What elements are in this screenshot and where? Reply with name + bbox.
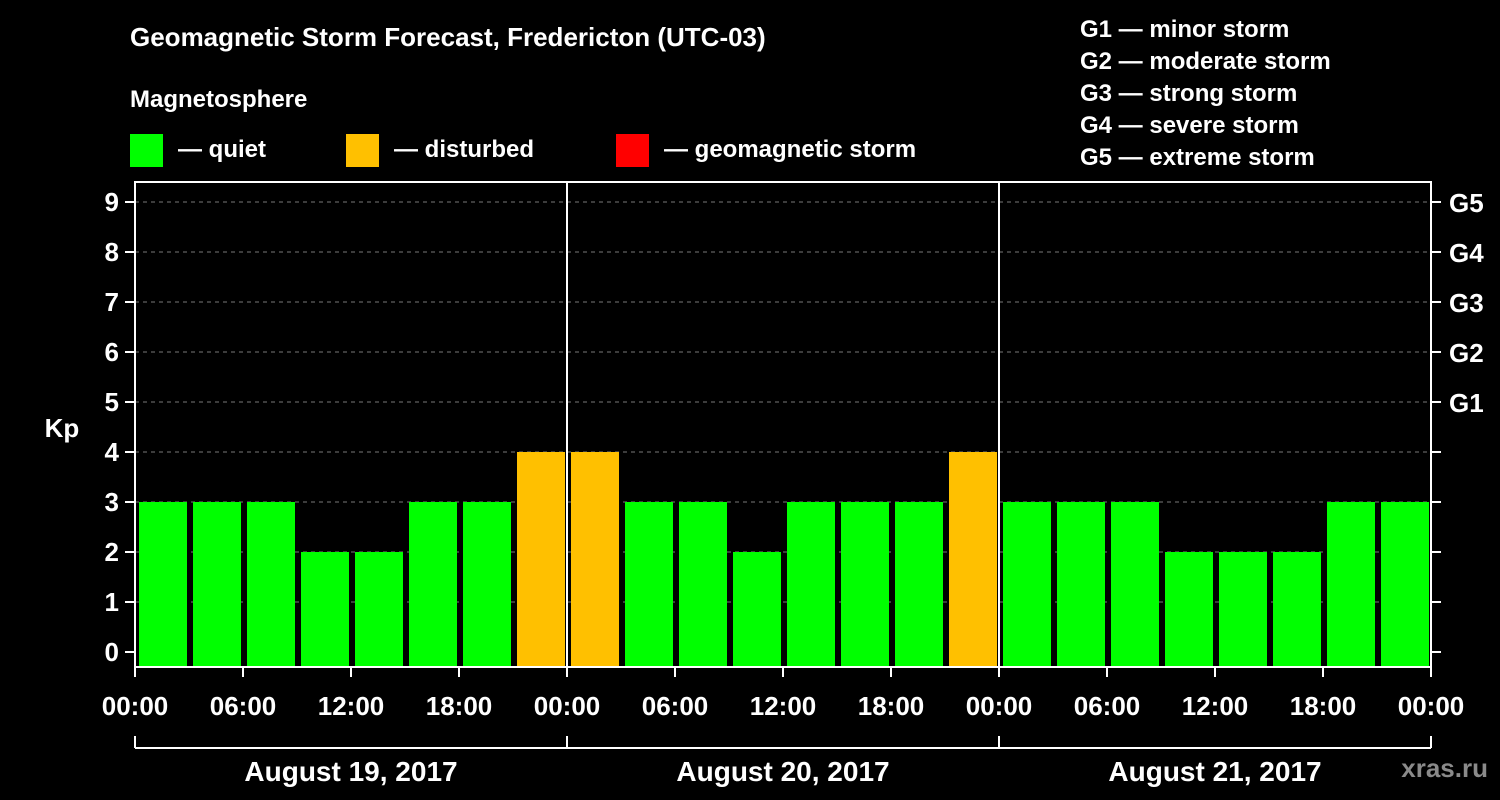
ytick-label-0: 0 bbox=[105, 637, 119, 667]
right-tick-label-g2: G2 bbox=[1449, 338, 1484, 368]
day-label-0: August 19, 2017 bbox=[244, 756, 457, 787]
right-tick-label-g1: G1 bbox=[1449, 388, 1484, 418]
bar-2 bbox=[247, 502, 295, 667]
xtick-label-10: 12:00 bbox=[1182, 691, 1249, 721]
xtick-label-7: 18:00 bbox=[858, 691, 925, 721]
bar-8 bbox=[571, 452, 619, 667]
bar-9 bbox=[625, 502, 673, 667]
legend-disturbed-label: — disturbed bbox=[394, 136, 535, 163]
ytick-label-5: 5 bbox=[105, 387, 119, 417]
bar-14 bbox=[895, 502, 943, 667]
ytick-label-3: 3 bbox=[105, 487, 119, 517]
bar-19 bbox=[1165, 552, 1213, 667]
day-label-1: August 20, 2017 bbox=[676, 756, 889, 787]
legend-disturbed-swatch bbox=[346, 134, 379, 167]
bar-21 bbox=[1273, 552, 1321, 667]
y-axis-label: Kp bbox=[45, 413, 80, 443]
bar-15 bbox=[949, 452, 997, 667]
bar-23 bbox=[1381, 502, 1429, 667]
chart-title: Geomagnetic Storm Forecast, Fredericton … bbox=[130, 22, 766, 52]
ytick-label-2: 2 bbox=[105, 537, 119, 567]
legend-quiet-label: — quiet bbox=[178, 136, 266, 163]
xtick-label-3: 18:00 bbox=[426, 691, 493, 721]
right-tick-label-g3: G3 bbox=[1449, 288, 1484, 318]
ytick-label-8: 8 bbox=[105, 237, 119, 267]
bar-11 bbox=[733, 552, 781, 667]
xtick-label-0: 00:00 bbox=[102, 691, 169, 721]
bar-4 bbox=[355, 552, 403, 667]
bar-3 bbox=[301, 552, 349, 667]
g5-legend: G5 — extreme storm bbox=[1080, 144, 1315, 171]
bar-16 bbox=[1003, 502, 1051, 667]
xtick-label-5: 06:00 bbox=[642, 691, 709, 721]
right-tick-label-g5: G5 bbox=[1449, 188, 1484, 218]
ytick-label-4: 4 bbox=[105, 437, 120, 467]
g3-legend: G3 — strong storm bbox=[1080, 80, 1298, 107]
xtick-label-11: 18:00 bbox=[1290, 691, 1357, 721]
legend-storm-label: — geomagnetic storm bbox=[664, 136, 917, 163]
bar-6 bbox=[463, 502, 511, 667]
ytick-label-9: 9 bbox=[105, 187, 119, 217]
bar-13 bbox=[841, 502, 889, 667]
bar-17 bbox=[1057, 502, 1105, 667]
xtick-label-2: 12:00 bbox=[318, 691, 385, 721]
legend-quiet-swatch bbox=[130, 134, 163, 167]
g4-legend: G4 — severe storm bbox=[1080, 112, 1299, 139]
bar-5 bbox=[409, 502, 457, 667]
xtick-label-9: 06:00 bbox=[1074, 691, 1141, 721]
g2-legend: G2 — moderate storm bbox=[1080, 48, 1331, 75]
ytick-label-6: 6 bbox=[105, 337, 119, 367]
xtick-label-4: 00:00 bbox=[534, 691, 601, 721]
bar-22 bbox=[1327, 502, 1375, 667]
bar-10 bbox=[679, 502, 727, 667]
bar-18 bbox=[1111, 502, 1159, 667]
right-tick-label-g4: G4 bbox=[1449, 238, 1484, 268]
xtick-label-6: 12:00 bbox=[750, 691, 817, 721]
bar-12 bbox=[787, 502, 835, 667]
ytick-label-7: 7 bbox=[105, 287, 119, 317]
ytick-label-1: 1 bbox=[105, 587, 119, 617]
bar-20 bbox=[1219, 552, 1267, 667]
legend-storm-swatch bbox=[616, 134, 649, 167]
watermark: xras.ru bbox=[1401, 753, 1488, 783]
xtick-label-12: 00:00 bbox=[1398, 691, 1465, 721]
magnetosphere-label: Magnetosphere bbox=[130, 86, 308, 113]
g1-legend: G1 — minor storm bbox=[1080, 16, 1290, 43]
day-label-2: August 21, 2017 bbox=[1108, 756, 1321, 787]
xtick-label-8: 00:00 bbox=[966, 691, 1033, 721]
xtick-label-1: 06:00 bbox=[210, 691, 277, 721]
bar-1 bbox=[193, 502, 241, 667]
bar-0 bbox=[139, 502, 187, 667]
bar-7 bbox=[517, 452, 565, 667]
